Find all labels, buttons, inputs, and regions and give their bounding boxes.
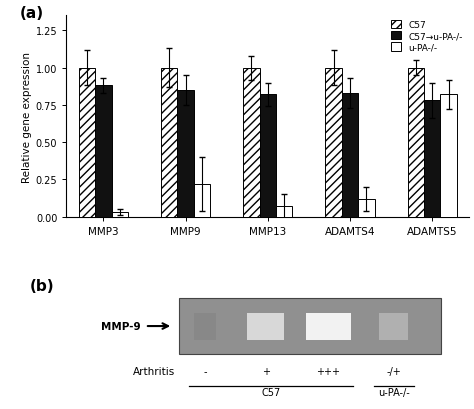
Text: Arthritis: Arthritis (133, 366, 175, 377)
Text: -: - (204, 366, 207, 377)
Bar (325, 68, 342, 217)
Text: u-PA-/-: u-PA-/- (378, 387, 410, 398)
Bar (440, 95, 457, 217)
Bar (247, 313, 284, 340)
Bar (358, 199, 375, 217)
Bar (79, 68, 95, 217)
Bar (424, 101, 440, 217)
Text: -/+: -/+ (386, 366, 401, 377)
Bar (177, 91, 194, 217)
Bar (194, 313, 217, 340)
Bar (276, 207, 292, 217)
Text: (b): (b) (30, 279, 55, 294)
Legend: C57, C57→u-PA-/-, u-PA-/-: C57, C57→u-PA-/-, u-PA-/- (389, 19, 465, 54)
Bar (243, 68, 260, 217)
Y-axis label: Relative gene expression: Relative gene expression (21, 52, 32, 182)
Bar (260, 95, 276, 217)
Bar (306, 313, 351, 340)
Text: C57: C57 (261, 387, 281, 398)
Bar (408, 68, 424, 217)
Text: +++: +++ (317, 366, 340, 377)
Bar (161, 68, 177, 217)
Text: MMP-9: MMP-9 (101, 321, 141, 331)
Bar (179, 298, 441, 354)
Bar (194, 184, 210, 217)
Bar (379, 313, 409, 340)
Bar (342, 94, 358, 217)
Text: +: + (262, 366, 270, 377)
Text: (a): (a) (20, 6, 44, 21)
Bar (111, 213, 128, 217)
Bar (95, 86, 111, 217)
